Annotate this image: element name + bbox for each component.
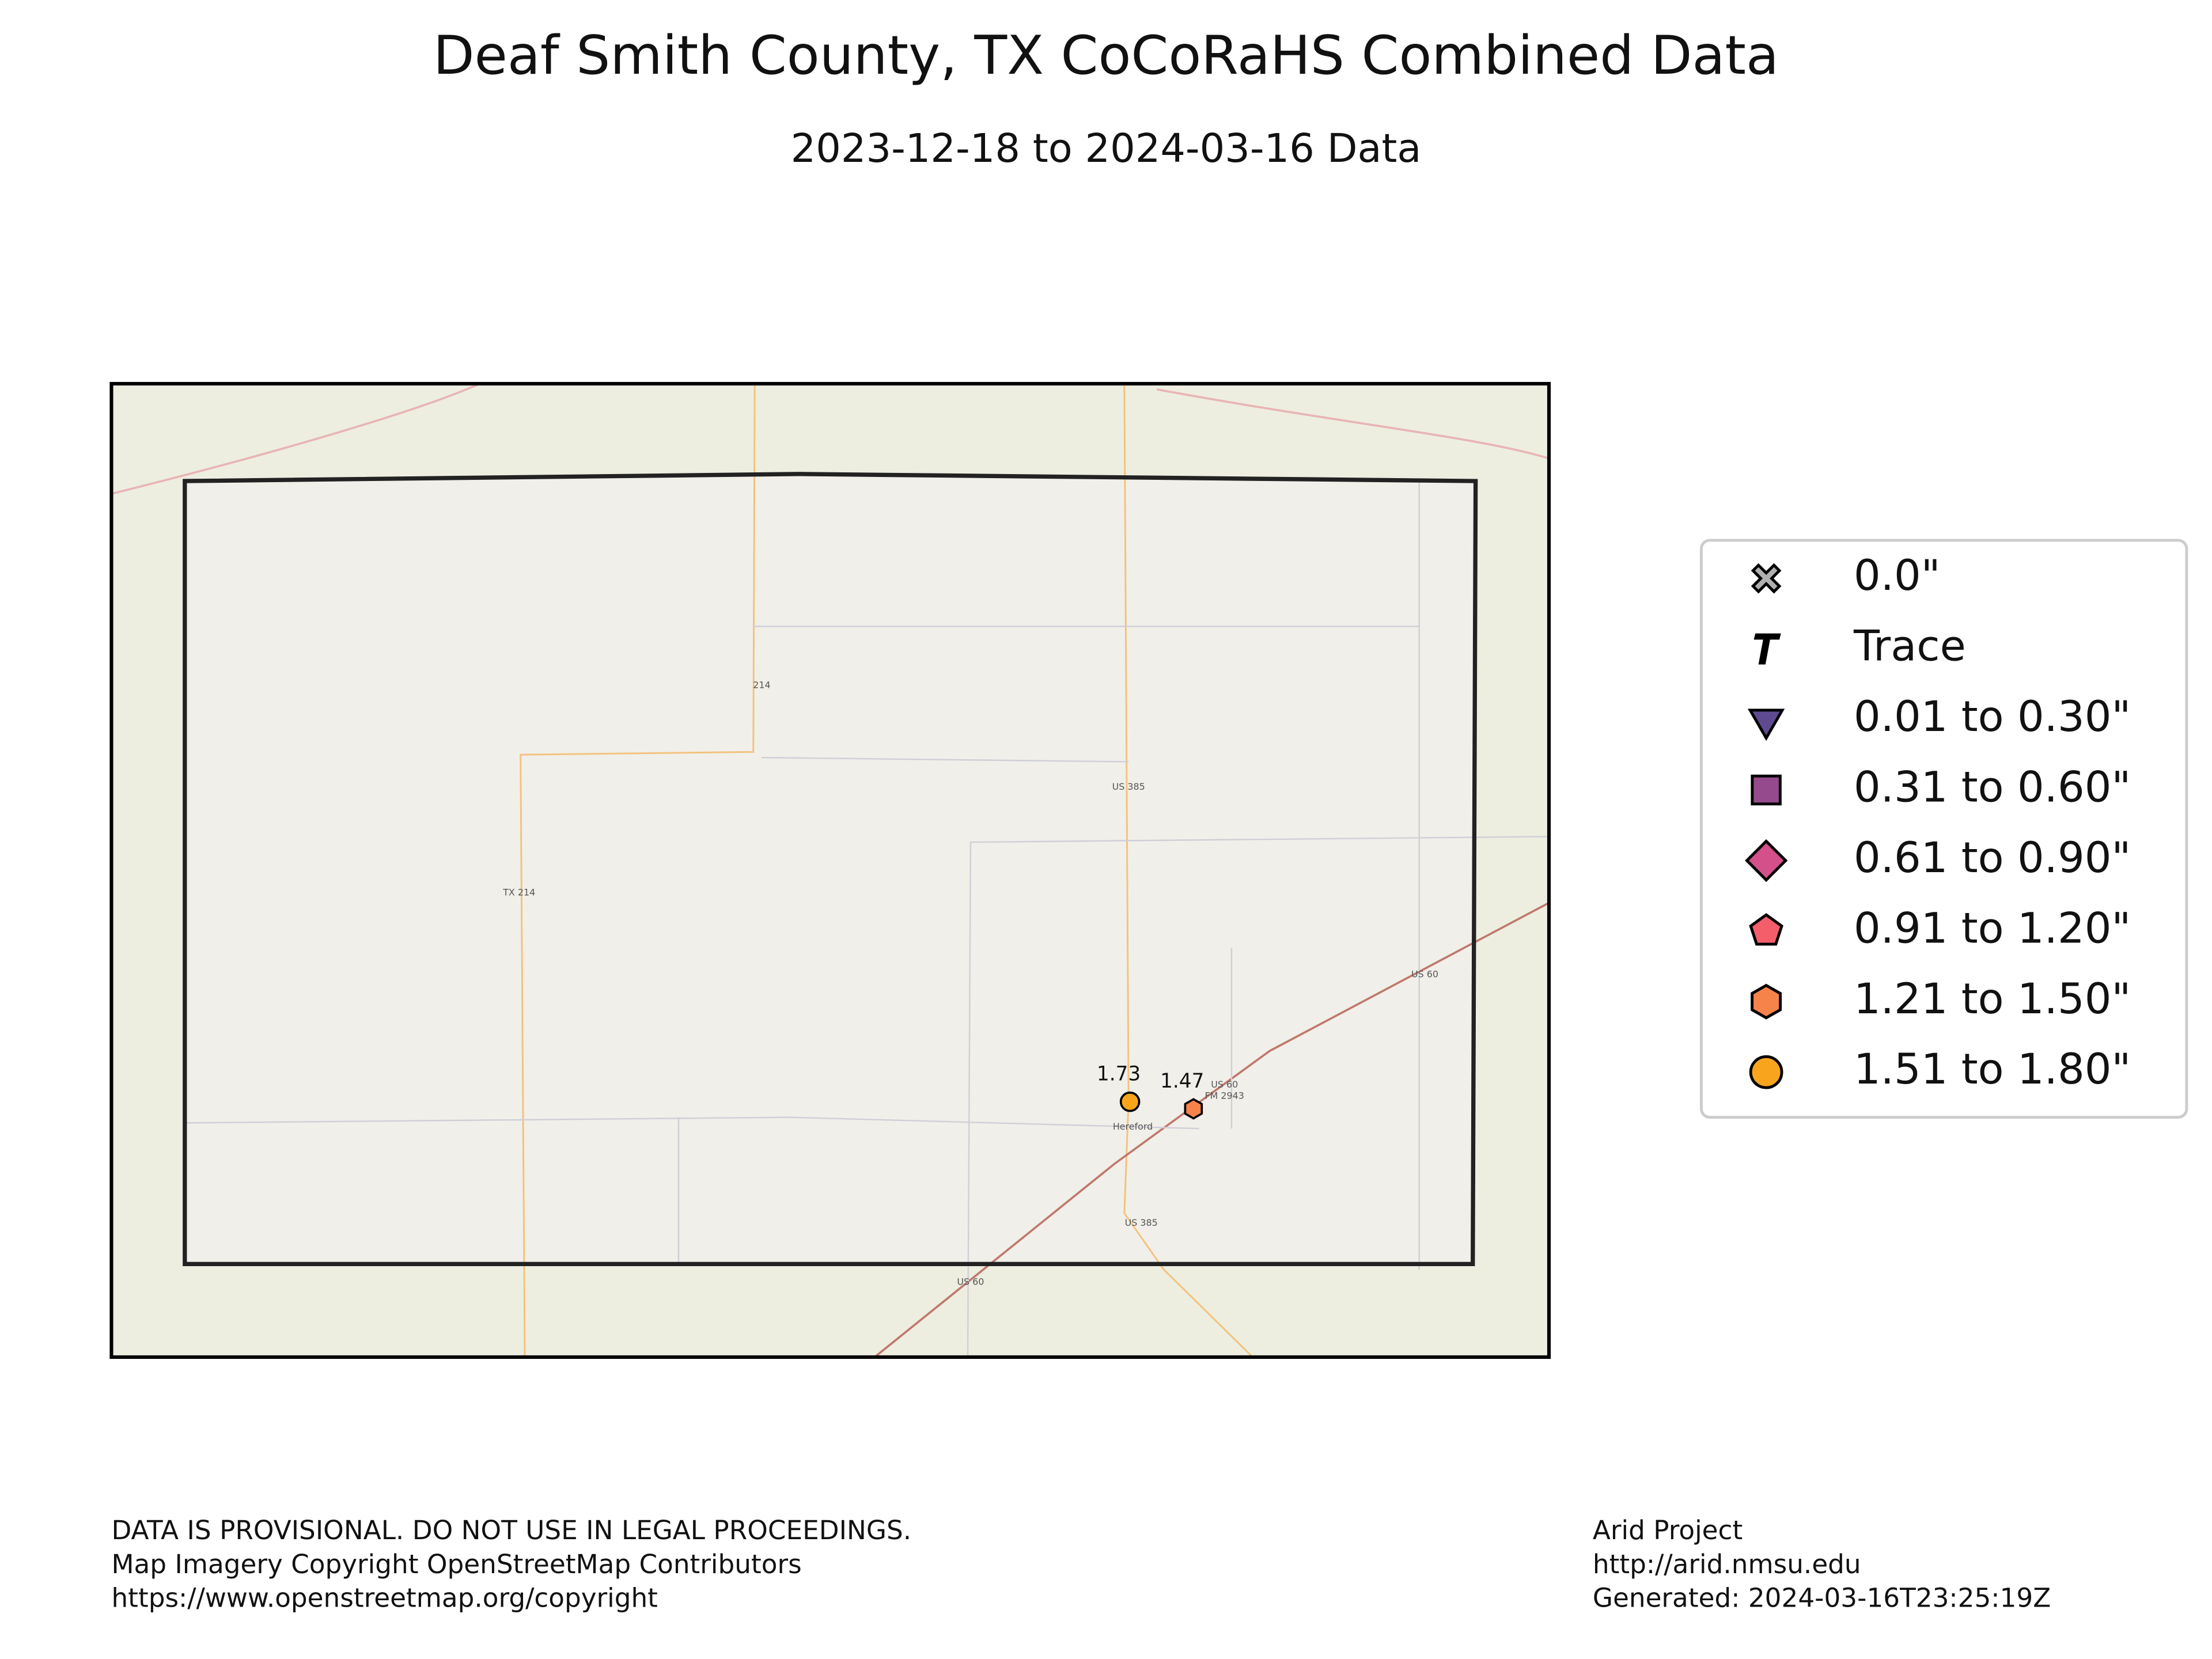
map-label: US 60 bbox=[1411, 969, 1438, 980]
footer-left: https://www.openstreetmap.org/copyright bbox=[111, 1583, 657, 1613]
legend-label: 0.91 to 1.20" bbox=[1854, 904, 2131, 953]
legend-marker bbox=[1745, 839, 1788, 882]
footer-left: DATA IS PROVISIONAL. DO NOT USE IN LEGAL… bbox=[111, 1515, 911, 1546]
legend-marker bbox=[1753, 633, 1781, 665]
legend-marker bbox=[1749, 1055, 1783, 1089]
legend-label: 1.21 to 1.50" bbox=[1854, 975, 2131, 1024]
map-label: US 385 bbox=[1112, 781, 1145, 792]
title: Deaf Smith County, TX CoCoRaHS Combined … bbox=[433, 24, 1779, 86]
map-label: US 385 bbox=[1125, 1217, 1158, 1228]
legend-marker bbox=[1747, 709, 1785, 741]
legend-label: Trace bbox=[1853, 622, 1966, 671]
station-value: 1.47 bbox=[1160, 1070, 1204, 1093]
map-label: US 60 bbox=[957, 1277, 984, 1287]
footer-left: Map Imagery Copyright OpenStreetMap Cont… bbox=[111, 1549, 801, 1580]
legend-label: 0.01 to 0.30" bbox=[1854, 692, 2131, 741]
legend-label: 1.51 to 1.80" bbox=[1854, 1045, 2131, 1094]
station-marker bbox=[1119, 1091, 1141, 1112]
map-label: FM 2943 bbox=[1205, 1090, 1244, 1101]
footer-right: Generated: 2024-03-16T23:25:19Z bbox=[1593, 1583, 2051, 1613]
subtitle: 2023-12-18 to 2024-03-16 Data bbox=[791, 126, 1422, 172]
legend-label: 0.61 to 0.90" bbox=[1854, 834, 2131, 882]
map-label: 214 bbox=[753, 680, 770, 691]
legend bbox=[1700, 539, 2188, 1119]
station-marker bbox=[1184, 1098, 1203, 1120]
legend-label: 0.31 to 0.60" bbox=[1854, 763, 2131, 812]
legend-marker bbox=[1749, 913, 1783, 946]
footer-right: http://arid.nmsu.edu bbox=[1593, 1549, 1861, 1580]
legend-marker bbox=[1751, 774, 1782, 806]
legend-marker bbox=[1751, 563, 1782, 594]
legend-marker bbox=[1751, 983, 1782, 1020]
station-value: 1.73 bbox=[1097, 1063, 1141, 1086]
legend-label: 0.0" bbox=[1854, 551, 1941, 600]
map-label: TX 214 bbox=[502, 887, 535, 898]
map-label: US 60 bbox=[1211, 1079, 1238, 1090]
footer-right: Arid Project bbox=[1593, 1515, 1743, 1546]
basemap bbox=[109, 382, 1551, 1359]
map-label: Hereford bbox=[1113, 1121, 1153, 1132]
